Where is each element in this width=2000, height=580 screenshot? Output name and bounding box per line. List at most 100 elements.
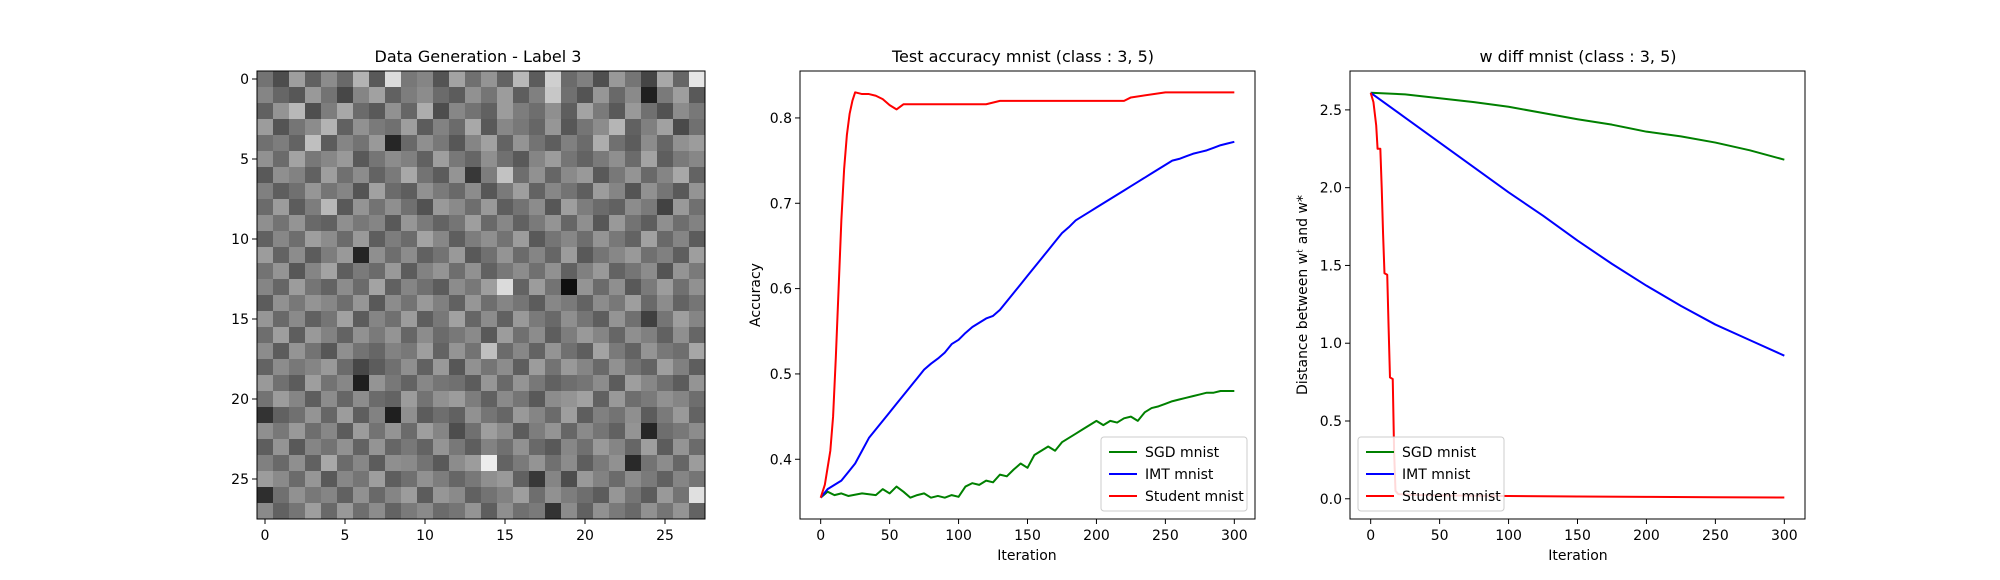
heatmap-cell <box>625 343 642 360</box>
y-tick-label: 0.5 <box>1320 414 1342 430</box>
heatmap-cell <box>689 343 706 360</box>
heatmap-cell <box>401 135 418 152</box>
heatmap-cell <box>561 487 578 504</box>
series-line-sgd <box>1370 91 1785 161</box>
series-line-imt <box>1370 91 1785 357</box>
heatmap-cell <box>417 103 434 120</box>
heatmap-cell <box>417 183 434 200</box>
heatmap-cell <box>529 263 546 280</box>
heatmap-cell <box>545 183 562 200</box>
heatmap-cell <box>465 455 482 472</box>
heatmap-cell <box>545 439 562 456</box>
heatmap-cell <box>593 391 610 408</box>
heatmap-cell <box>689 71 706 88</box>
heatmap-cell <box>449 423 466 440</box>
heatmap-cell <box>257 231 274 248</box>
heatmap-cell <box>385 183 402 200</box>
heatmap-cell <box>465 359 482 376</box>
heatmap-cell <box>273 423 290 440</box>
heatmap-cell <box>545 263 562 280</box>
heatmap-cell <box>289 455 306 472</box>
heatmap-cell <box>673 167 690 184</box>
heatmap-cell <box>273 471 290 488</box>
heatmap-cell <box>449 487 466 504</box>
heatmap-cell <box>529 183 546 200</box>
heatmap-cell <box>497 503 514 520</box>
heatmap-cell <box>321 295 338 312</box>
heatmap-cell <box>369 487 386 504</box>
heatmap-cell <box>641 375 658 392</box>
heatmap-cell <box>369 311 386 328</box>
heatmap-cell <box>561 183 578 200</box>
heatmap-cell <box>577 423 594 440</box>
heatmap-cell <box>305 327 322 344</box>
heatmap-cell <box>689 167 706 184</box>
heatmap-cell <box>673 263 690 280</box>
heatmap-cell <box>305 311 322 328</box>
heatmap-cell <box>593 151 610 168</box>
heatmap-cell <box>513 423 530 440</box>
heatmap-cell <box>289 471 306 488</box>
heatmap-cell <box>641 119 658 136</box>
heatmap-cell <box>625 247 642 264</box>
heatmap-cell <box>385 263 402 280</box>
heatmap-cell <box>289 167 306 184</box>
heatmap-cell <box>529 167 546 184</box>
heatmap-cell <box>529 455 546 472</box>
heatmap-cell <box>609 423 626 440</box>
heatmap-cell <box>625 391 642 408</box>
heatmap-cell <box>497 87 514 104</box>
heatmap-cell <box>529 503 546 520</box>
heatmap-cell <box>545 503 562 520</box>
heatmap-cell <box>449 375 466 392</box>
heatmap-cell <box>385 471 402 488</box>
heatmap-cell <box>657 151 674 168</box>
heatmap-cell <box>593 135 610 152</box>
heatmap-cell <box>465 279 482 296</box>
heatmap-cell <box>273 343 290 360</box>
heatmap-cell <box>625 279 642 296</box>
heatmap-cell <box>401 359 418 376</box>
heatmap-cell <box>529 471 546 488</box>
heatmap-cell <box>401 263 418 280</box>
heatmap-cell <box>257 87 274 104</box>
heatmap-cell <box>561 295 578 312</box>
series-line-student <box>819 91 1235 498</box>
heatmap-cell <box>289 375 306 392</box>
heatmap-cell <box>513 455 530 472</box>
heatmap-cell <box>577 279 594 296</box>
heatmap-cell <box>289 71 306 88</box>
heatmap-cell <box>401 439 418 456</box>
heatmap-cell <box>641 407 658 424</box>
heatmap-cell <box>305 215 322 232</box>
heatmap-cell <box>321 247 338 264</box>
heatmap-cell <box>673 199 690 216</box>
heatmap-cell <box>273 407 290 424</box>
heatmap-cell <box>529 375 546 392</box>
heatmap-cell <box>529 247 546 264</box>
heatmap-cell <box>689 135 706 152</box>
heatmap-cell <box>401 391 418 408</box>
heatmap-cell <box>545 279 562 296</box>
heatmap-cell <box>273 439 290 456</box>
heatmap-cell <box>465 423 482 440</box>
heatmap-cell <box>305 279 322 296</box>
heatmap-cell <box>609 455 626 472</box>
x-tick-label: 15 <box>496 528 514 544</box>
heatmap-cell <box>545 487 562 504</box>
heatmap-cell <box>449 263 466 280</box>
heatmap-cell <box>257 343 274 360</box>
heatmap-cell <box>273 151 290 168</box>
heatmap-cell <box>417 199 434 216</box>
heatmap-cell <box>497 375 514 392</box>
heatmap-cell <box>449 343 466 360</box>
heatmap-cell <box>337 135 354 152</box>
heatmap-cell <box>689 439 706 456</box>
heatmap-cell <box>561 311 578 328</box>
heatmap-cell <box>385 327 402 344</box>
heatmap-cell <box>353 87 370 104</box>
heatmap-cell <box>353 407 370 424</box>
heatmap-cell <box>609 151 626 168</box>
heatmap-cell <box>273 247 290 264</box>
heatmap-cell <box>561 327 578 344</box>
